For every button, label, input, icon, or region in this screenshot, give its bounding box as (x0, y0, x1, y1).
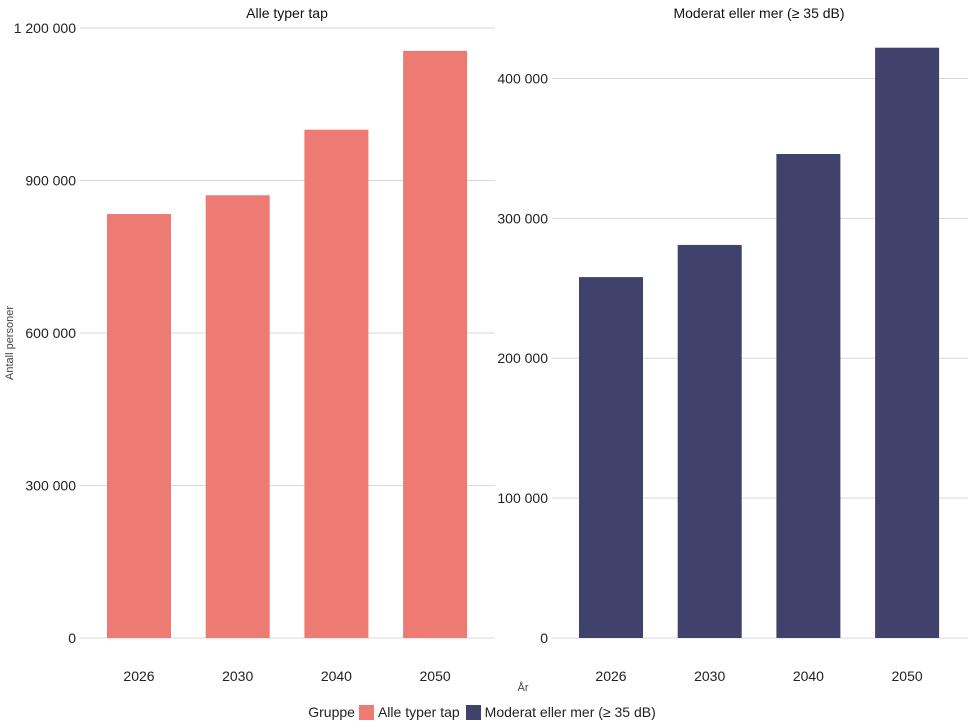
x-tick-label-1-3: 2050 (892, 668, 923, 684)
panel-title-0: Alle typer tap (246, 5, 328, 21)
legend-swatch-alle-typer-tap (358, 704, 374, 720)
bar-1-2026 (579, 277, 643, 638)
x-tick-label-1-2: 2040 (793, 668, 824, 684)
x-tick-label-1-0: 2026 (595, 668, 626, 684)
bar-0-2050 (403, 50, 468, 638)
chart-canvas: Antall personer År Alle typer tap 0 300 00… (4, 5, 968, 694)
legend-label-alle-typer-tap: Alle typer tap (377, 704, 460, 720)
legend-item-alle-typer-tap: Alle typer tap (358, 704, 460, 720)
y-tick-label-0-4: 1 200 000 (14, 20, 76, 36)
y-tick-label-1-3: 300 000 (497, 210, 548, 226)
legend-swatch-moderat (465, 704, 481, 720)
bar-1-2040 (776, 154, 841, 638)
y-tick-label-1-1: 100 000 (497, 490, 548, 506)
bar-1-2030 (677, 244, 742, 639)
x-axis-title: År (518, 681, 529, 694)
y-tick-label-1-0: 0 (540, 630, 548, 646)
legend-title: Gruppe (308, 704, 355, 720)
legend: Gruppe Alle typer tap Moderat eller mer … (0, 701, 970, 723)
x-tick-label-0-2: 2040 (321, 668, 352, 684)
x-tick-label-1-1: 2030 (694, 668, 725, 684)
y-tick-label-0-1: 300 000 (25, 478, 76, 494)
bar-1-2050 (875, 47, 940, 638)
panel-title-1: Moderat eller mer (≥ 35 dB) (673, 5, 844, 21)
y-tick-label-1-4: 400 000 (497, 70, 548, 86)
y-tick-label-0-3: 900 000 (25, 173, 76, 189)
bar-0-2030 (205, 195, 270, 638)
y-tick-label-0-0: 0 (68, 630, 76, 646)
x-tick-label-0-3: 2050 (420, 668, 451, 684)
y-axis-title: Antall personer (4, 306, 16, 380)
y-tick-label-0-2: 600 000 (25, 325, 76, 341)
bar-0-2026 (107, 214, 171, 639)
bar-0-2040 (304, 129, 369, 638)
legend-label-moderat: Moderat eller mer (≥ 35 dB) (484, 704, 656, 720)
x-tick-label-0-0: 2026 (123, 668, 154, 684)
x-tick-label-0-1: 2030 (222, 668, 253, 684)
y-tick-label-1-2: 200 000 (497, 350, 548, 366)
legend-item-moderat: Moderat eller mer (≥ 35 dB) (465, 704, 656, 720)
